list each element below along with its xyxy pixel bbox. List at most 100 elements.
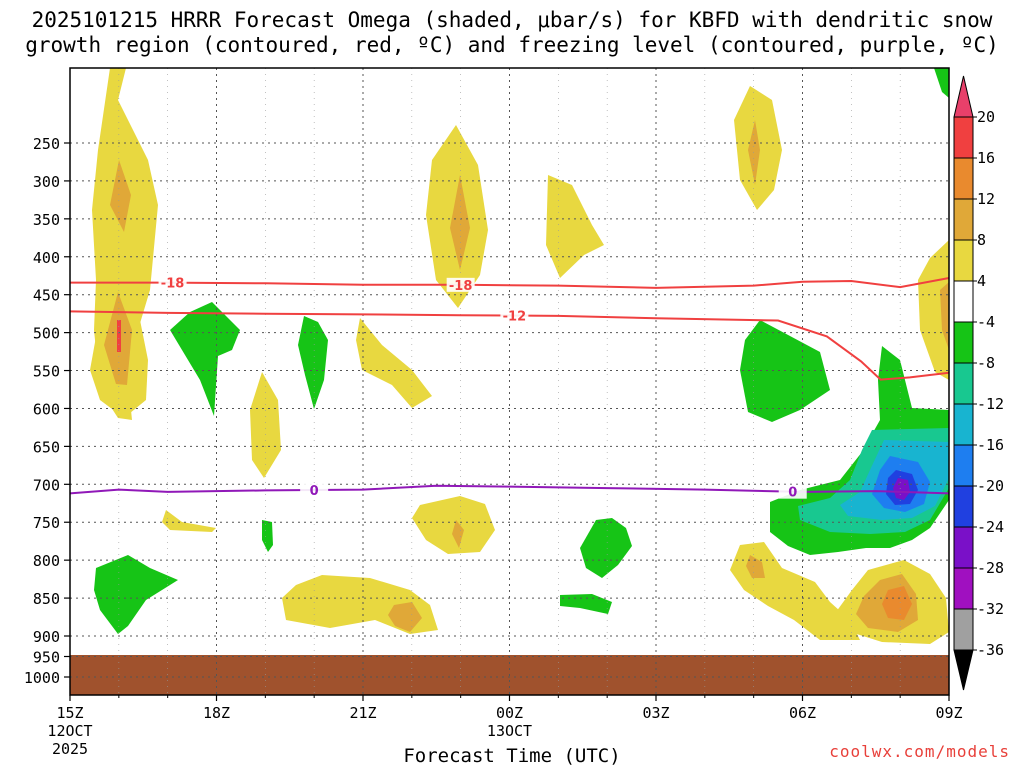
contour-label-dgz-minus-18: -18 [161, 277, 185, 292]
x-tick-year: 2025 [52, 740, 88, 758]
omega-plume-19z [250, 372, 281, 478]
colorbar-label: -36 [977, 641, 1004, 659]
x-tick-label: 06Z [789, 704, 816, 722]
y-tick-label: 900 [33, 628, 60, 646]
contours: -18 -18 -12 0 0 [69, 275, 950, 501]
y-tick-label: 700 [33, 476, 60, 494]
omega-plume-23z-low [412, 496, 495, 554]
colorbar-label: 8 [977, 231, 986, 249]
x-tick-label: 18Z [203, 704, 230, 722]
y-axis: 250 300 350 400 450 500 550 600 650 700 750 800 850 9… [24, 135, 70, 687]
y-tick-label: 450 [33, 287, 60, 305]
contour-label-bg [500, 308, 529, 323]
omega-core-05z-low [746, 555, 765, 578]
y-tick-label: 950 [33, 649, 60, 667]
y-tick-label: 1000 [24, 669, 60, 687]
colorbar-bottom-cap [953, 649, 974, 691]
y-tick-label: 750 [33, 514, 60, 532]
omega-core-16z-upper [110, 160, 131, 232]
credit-link[interactable]: coolwx.com/models [829, 742, 1010, 761]
colorbar-label: 16 [977, 149, 995, 167]
colorbar-label: -28 [977, 559, 1004, 577]
colorbar-band [953, 321, 974, 364]
colorbar-label: 20 [977, 108, 995, 126]
y-tick-label: 850 [33, 590, 60, 608]
colorbar-label: -4 [977, 313, 995, 331]
colorbar-band [953, 403, 974, 446]
omega-shading [90, 68, 949, 644]
colorbar-band [953, 116, 974, 159]
omega-sink-09z-top [934, 68, 949, 98]
colorbar: 20 16 12 8 4 -4 -8 -12 -16 -20 -24 -28 -32 -36 [953, 75, 1004, 691]
colorbar-label: 4 [977, 272, 986, 290]
colorbar-band [953, 239, 974, 282]
colorbar-band [953, 362, 974, 405]
omega-plume-17z-low [162, 510, 216, 532]
y-tick-label: 250 [33, 135, 60, 153]
y-tick-label: 800 [33, 552, 60, 570]
contour-label-bg [446, 277, 475, 292]
chart-title-line-2: growth region (contoured, red, ºC) and f… [25, 33, 999, 57]
contour-label-dgz-minus-12: -12 [503, 310, 527, 325]
x-tick-label: 21Z [349, 704, 376, 722]
contour-dgz-minus-12 [69, 310, 950, 381]
omega-sink-02z-lower [560, 594, 612, 614]
y-tick-label: 550 [33, 363, 60, 381]
colorbar-top-cap [953, 75, 974, 118]
colorbar-band [953, 485, 974, 528]
contour-label-freezing-level-0: 0 [310, 484, 319, 499]
omega-core-22z-low [388, 602, 422, 632]
omega-sink-17z [170, 302, 240, 416]
x-tick-date: 12OCT [47, 722, 92, 740]
colorbar-label: -8 [977, 354, 995, 372]
colorbar-label: -24 [977, 518, 1004, 536]
omega-sink-20z [298, 316, 328, 409]
colorbar-band [953, 567, 974, 610]
omega-core-05z-upper [748, 120, 760, 185]
contour-label-bg [300, 482, 329, 497]
colorbar-band [953, 526, 974, 569]
y-tick-label: 350 [33, 211, 60, 229]
colorbar-label: -32 [977, 600, 1004, 618]
colorbar-label: 12 [977, 190, 995, 208]
chart-title-line-1: 2025101215 HRRR Forecast Omega (shaded, … [31, 8, 993, 32]
colorbar-label: -20 [977, 477, 1004, 495]
y-tick-label: 500 [33, 325, 60, 343]
omega-core-16z-max [117, 320, 121, 352]
y-tick-label: 400 [33, 249, 60, 267]
colorbar-band [953, 444, 974, 487]
omega-core-23z [450, 175, 470, 270]
omega-plume-21z [356, 318, 432, 408]
omega-core-23z-low [452, 520, 464, 548]
omega-plume-01z [546, 175, 604, 278]
omega-sink-1630z [94, 555, 178, 634]
colorbar-label: -16 [977, 436, 1004, 454]
x-axis-title: Forecast Time (UTC) [403, 745, 621, 767]
contour-dgz-minus-18 [70, 277, 950, 289]
omega-sink-19z-low [262, 520, 273, 552]
gridlines [70, 68, 949, 695]
x-tick-label: 09Z [935, 704, 962, 722]
contour-freezing-level-0 [69, 484, 950, 495]
x-tick-label: 00Z [496, 704, 523, 722]
colorbar-band [953, 608, 974, 651]
y-tick-label: 600 [33, 400, 60, 418]
y-tick-label: 300 [33, 173, 60, 191]
contour-label-bg [158, 275, 187, 290]
omega-plume-09z-upper [918, 240, 949, 380]
contour-label-bg [778, 484, 807, 499]
omega-core-08z-max [882, 586, 912, 620]
y-tick-label: 650 [33, 438, 60, 456]
x-tick-label: 03Z [642, 704, 669, 722]
contour-label-freezing-level-0: 0 [788, 486, 797, 501]
colorbar-label: -12 [977, 395, 1004, 413]
contour-label-dgz-minus-18: -18 [449, 279, 473, 294]
x-tick-label: 15Z [56, 704, 83, 722]
colorbar-band [953, 157, 974, 200]
colorbar-band [953, 280, 974, 323]
omega-sink-08z-purple [893, 478, 910, 500]
x-tick-date: 13OCT [487, 722, 532, 740]
omega-sink-02z [580, 518, 632, 578]
